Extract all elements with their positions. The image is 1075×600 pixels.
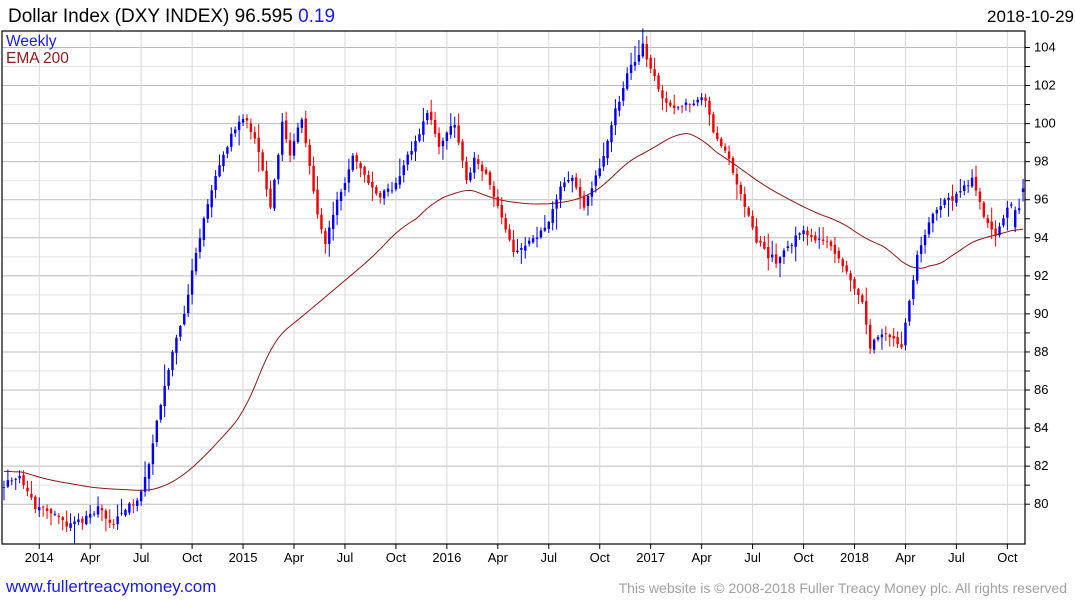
svg-text:88: 88 bbox=[1034, 344, 1048, 359]
svg-text:2016: 2016 bbox=[432, 550, 461, 565]
svg-text:Oct: Oct bbox=[182, 550, 203, 565]
svg-text:Jul: Jul bbox=[948, 550, 965, 565]
svg-text:96: 96 bbox=[1034, 192, 1048, 207]
svg-text:Apr: Apr bbox=[692, 550, 713, 565]
svg-text:Jul: Jul bbox=[337, 550, 354, 565]
svg-text:Apr: Apr bbox=[895, 550, 916, 565]
svg-text:2018: 2018 bbox=[840, 550, 869, 565]
svg-text:Jul: Jul bbox=[133, 550, 150, 565]
svg-text:86: 86 bbox=[1034, 382, 1048, 397]
svg-text:2017: 2017 bbox=[636, 550, 665, 565]
svg-text:98: 98 bbox=[1034, 154, 1048, 169]
svg-text:2015: 2015 bbox=[229, 550, 258, 565]
svg-text:90: 90 bbox=[1034, 306, 1048, 321]
svg-text:Oct: Oct bbox=[997, 550, 1018, 565]
svg-text:102: 102 bbox=[1034, 78, 1056, 93]
svg-text:Apr: Apr bbox=[488, 550, 509, 565]
svg-text:84: 84 bbox=[1034, 420, 1048, 435]
svg-text:Oct: Oct bbox=[590, 550, 611, 565]
svg-text:92: 92 bbox=[1034, 268, 1048, 283]
svg-text:2014: 2014 bbox=[25, 550, 54, 565]
svg-text:100: 100 bbox=[1034, 116, 1056, 131]
svg-text:Apr: Apr bbox=[284, 550, 305, 565]
svg-text:Apr: Apr bbox=[80, 550, 101, 565]
svg-text:Oct: Oct bbox=[386, 550, 407, 565]
svg-text:94: 94 bbox=[1034, 230, 1048, 245]
svg-text:Jul: Jul bbox=[540, 550, 557, 565]
svg-text:Jul: Jul bbox=[744, 550, 761, 565]
svg-text:104: 104 bbox=[1034, 40, 1056, 55]
svg-text:80: 80 bbox=[1034, 496, 1048, 511]
svg-text:82: 82 bbox=[1034, 458, 1048, 473]
svg-text:Oct: Oct bbox=[793, 550, 814, 565]
